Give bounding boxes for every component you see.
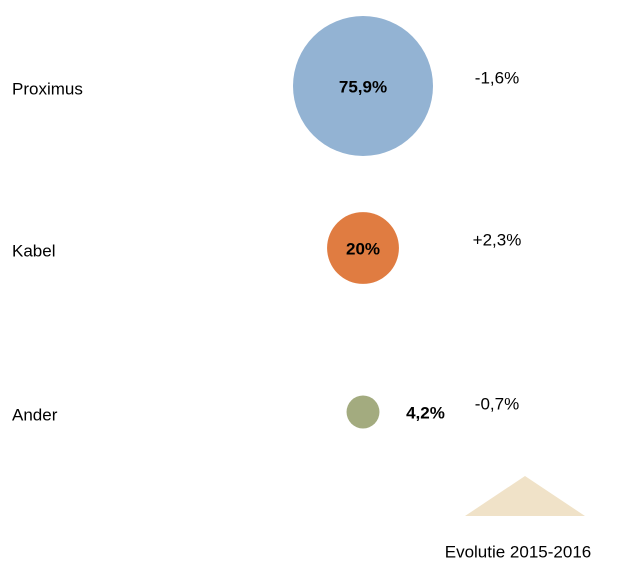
- category-label: Proximus: [12, 79, 83, 98]
- change-label: +2,3%: [473, 230, 522, 249]
- change-label: -1,6%: [475, 68, 519, 87]
- evolution-triangle: [465, 476, 585, 516]
- category-label: Ander: [12, 405, 58, 424]
- value-label: 75,9%: [339, 77, 387, 96]
- bubble: [327, 212, 399, 284]
- category-label: Kabel: [12, 241, 55, 260]
- change-legend: Evolutie 2015-2016: [445, 542, 592, 561]
- value-label: 4,2%: [406, 403, 445, 422]
- value-label: 20%: [346, 239, 380, 258]
- bubble: [293, 16, 433, 156]
- bubble: [346, 395, 380, 429]
- change-label: -0,7%: [475, 394, 519, 413]
